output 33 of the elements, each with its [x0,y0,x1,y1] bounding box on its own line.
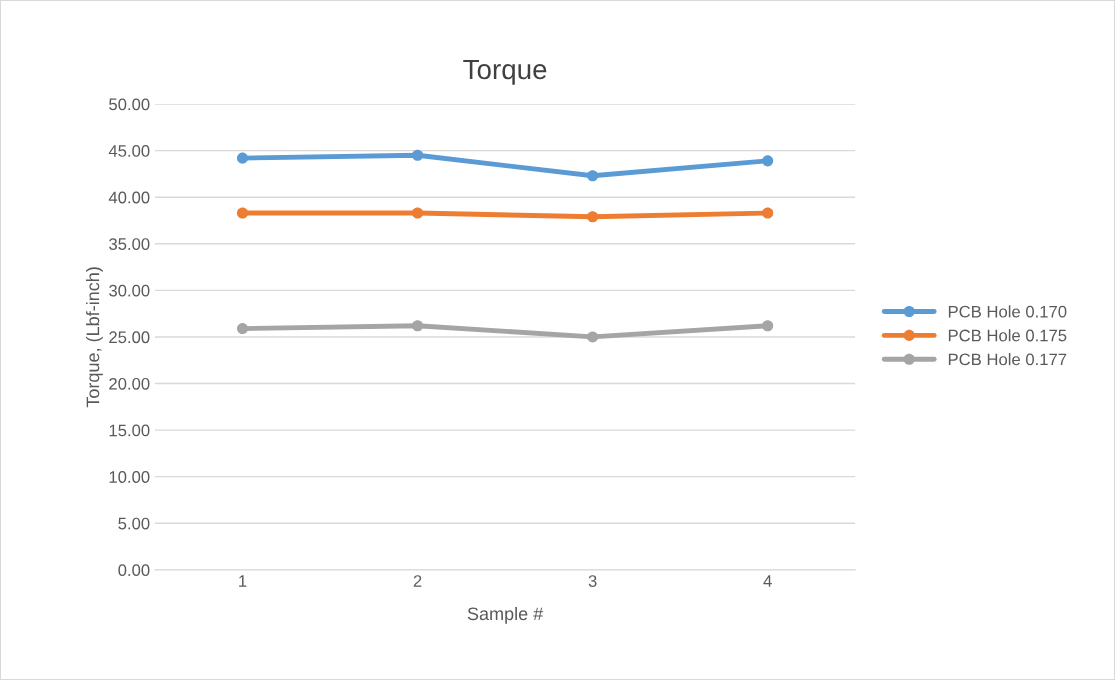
y-tick-label: 5.00 [118,517,150,530]
x-tick-label: 3 [588,575,597,587]
legend-label: PCB Hole 0.175 [948,329,1067,342]
legend-label: PCB Hole 0.177 [948,353,1067,366]
point [762,155,774,167]
point [587,331,599,343]
x-tick-label: 4 [763,575,772,587]
point [762,207,774,219]
y-tick-label: 45.00 [108,145,150,157]
y-axis-title: Torque, (Lbf-inch) [86,267,103,408]
y-tick-label: 0.00 [118,564,150,577]
point [412,320,424,332]
chart-title: Torque [463,59,547,85]
y-tick-label: 50.00 [109,98,150,111]
y-tick-label: 20.00 [109,377,150,390]
y-tick-label: 25.00 [109,331,150,344]
point [762,320,774,332]
y-tick-label: 35.00 [109,238,150,250]
point [587,211,599,223]
y-tick-label: 40.00 [108,191,150,204]
x-tick-label: 2 [413,575,422,587]
y-tick-label: 15.00 [109,424,150,437]
point [236,152,249,164]
legend-label: PCB Hole 0.170 [948,305,1067,318]
y-tick-label: 10.00 [109,471,150,483]
point [236,323,249,335]
x-tick-label: 1 [239,575,247,587]
point [236,207,249,219]
x-axis-title: Sample # [467,606,544,624]
point [412,149,424,161]
point [587,170,599,182]
y-tick-label: 30.00 [109,284,150,297]
point [412,207,424,219]
